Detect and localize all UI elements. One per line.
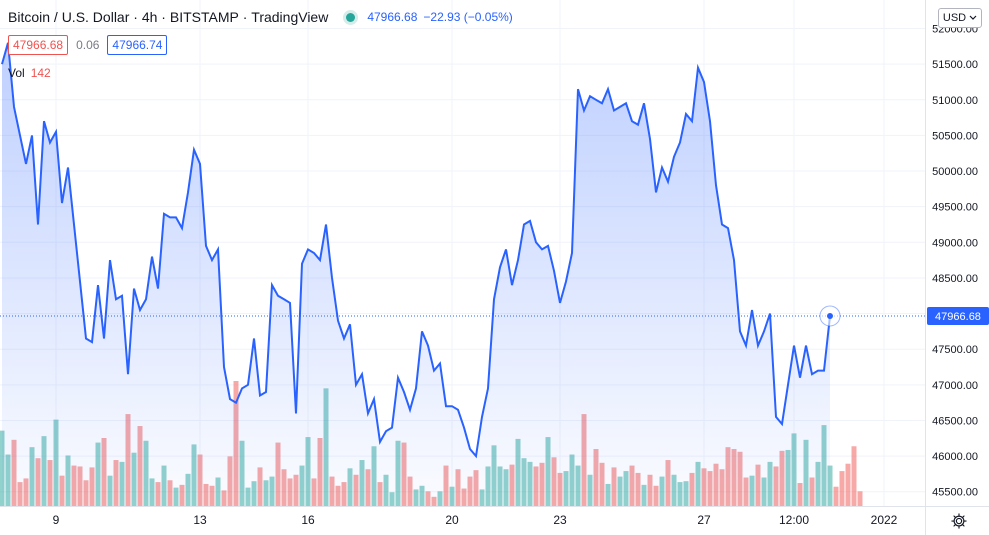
symbol-legend[interactable]: Bitcoin / U.S. Dollar · 4h · BITSTAMP · … — [8, 9, 513, 25]
x-tick-label: 27 — [697, 513, 711, 527]
exchange: BITSTAMP — [169, 9, 239, 25]
price-area-fill — [2, 42, 830, 507]
x-tick-label: 20 — [445, 513, 459, 527]
last-price-label: 47966.68 — [935, 311, 981, 323]
y-tick-label: 47000.00 — [932, 380, 978, 392]
market-status-icon[interactable] — [346, 12, 356, 22]
x-axis-labels[interactable]: 9 13 16 20 23 27 12:00 2022 — [53, 513, 898, 527]
currency-select[interactable]: USD — [938, 8, 982, 28]
chevron-down-icon — [969, 15, 977, 20]
spread: 0.06 — [76, 38, 100, 52]
interval[interactable]: 4h — [141, 9, 158, 25]
ask-price[interactable]: 47966.74 — [107, 35, 168, 55]
time-axis-border — [0, 506, 989, 507]
legend-separator: · — [238, 9, 252, 25]
x-tick-label: 23 — [553, 513, 567, 527]
volume-bar — [857, 491, 863, 506]
y-tick-label: 49500.00 — [932, 202, 978, 214]
y-tick-label: 47500.00 — [932, 344, 978, 356]
x-tick-label: 9 — [53, 513, 60, 527]
volume-value: 142 — [30, 66, 51, 80]
x-tick-label: 2022 — [871, 513, 898, 527]
price-line — [1, 42, 831, 459]
legend-separator: · — [129, 9, 142, 25]
volume-bar — [833, 486, 839, 506]
source: TradingView — [251, 9, 329, 25]
y-tick-label: 49000.00 — [932, 237, 978, 249]
x-tick-label: 16 — [301, 513, 315, 527]
y-tick-label: 50500.00 — [932, 130, 978, 142]
legend-separator: · — [157, 9, 170, 25]
last-price-label-box — [927, 306, 989, 325]
bid-price[interactable]: 47966.68 — [8, 35, 69, 55]
volume-label: Vol — [8, 66, 25, 80]
x-tick-label: 12:00 — [779, 513, 809, 527]
y-tick-label: 50000.00 — [932, 166, 978, 178]
volume-bar — [839, 471, 845, 506]
y-tick-label: 45500.00 — [932, 487, 978, 499]
y-tick-label: 46000.00 — [932, 451, 978, 463]
y-tick-label: 51500.00 — [932, 59, 978, 71]
y-axis-labels[interactable]: 45500.00 46000.00 46500.00 47000.00 47500.00… — [932, 24, 978, 499]
x-tick-label: 13 — [193, 513, 207, 527]
y-tick-label: 46500.00 — [932, 415, 978, 427]
volume-bar — [851, 446, 857, 506]
gear-icon[interactable] — [950, 512, 968, 530]
price-change: −22.93 (−0.05%) — [423, 10, 513, 24]
currency-label: USD — [942, 12, 967, 24]
y-tick-label: 51000.00 — [932, 95, 978, 107]
last-price: 47966.68 — [367, 10, 418, 24]
volume-bar — [845, 463, 851, 506]
y-tick-label: 48500.00 — [932, 273, 978, 285]
symbol-name[interactable]: Bitcoin / U.S. Dollar — [8, 9, 130, 25]
quote-bar: 47966.68 0.06 47966.74 — [8, 35, 168, 55]
price-axis-border — [925, 0, 926, 535]
volume-legend[interactable]: Vol 142 — [8, 66, 51, 80]
last-price-marker — [827, 312, 833, 319]
